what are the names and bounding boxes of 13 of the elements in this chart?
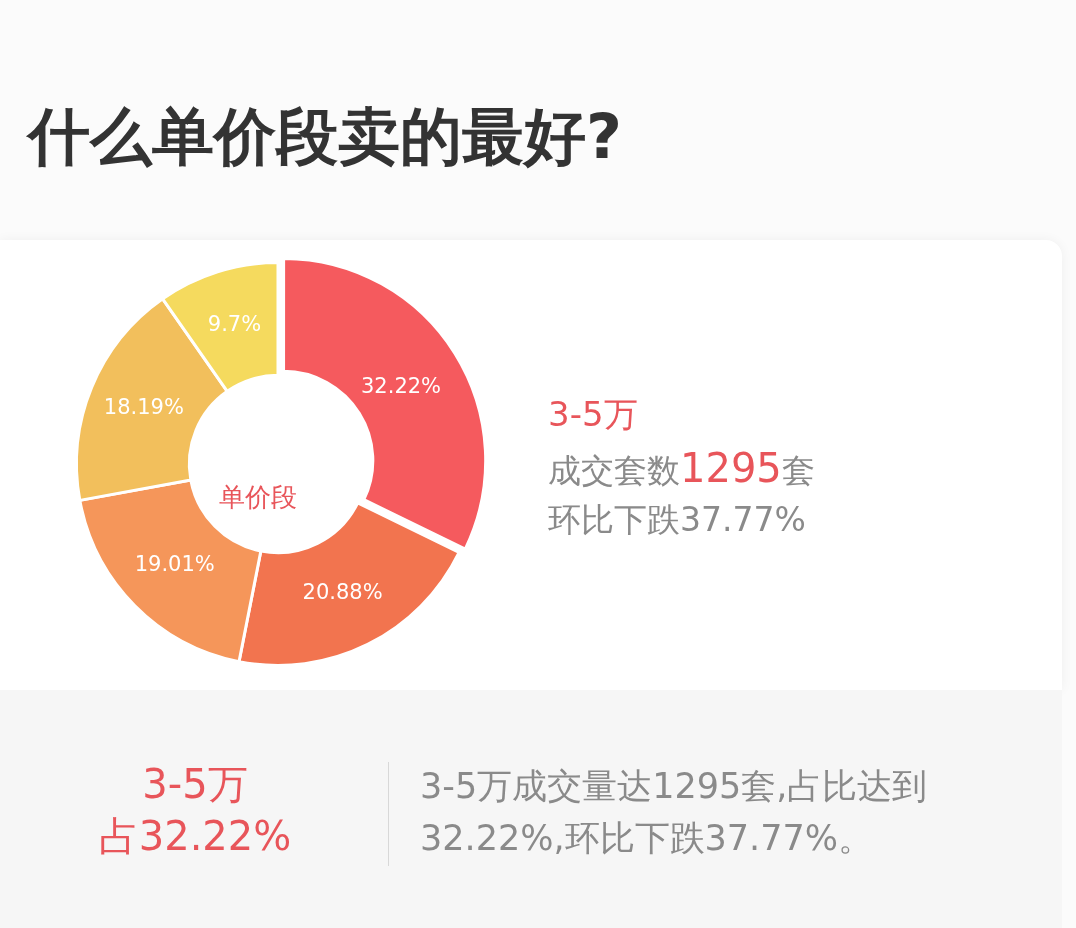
chart-title: 什么单价段卖的最好?	[28, 99, 622, 175]
data-label: 18.19%	[103, 395, 184, 420]
text: 3-5万	[548, 393, 638, 436]
text: 3-5万	[141, 760, 249, 809]
text: 单价段	[218, 481, 298, 514]
data-label: 20.88%	[302, 580, 383, 605]
text: 占32.22%	[97, 812, 293, 861]
text: 3-5万成交量达1295套,占比达到32.22%,环比下跌37.77%。	[420, 765, 929, 860]
text: 环比下跌37.77%	[548, 499, 806, 541]
text: 成交套数1295套	[548, 445, 815, 493]
data-label: 19.01%	[134, 552, 215, 577]
data-label: 9.7%	[207, 312, 262, 337]
data-label: 32.22%	[360, 373, 442, 398]
